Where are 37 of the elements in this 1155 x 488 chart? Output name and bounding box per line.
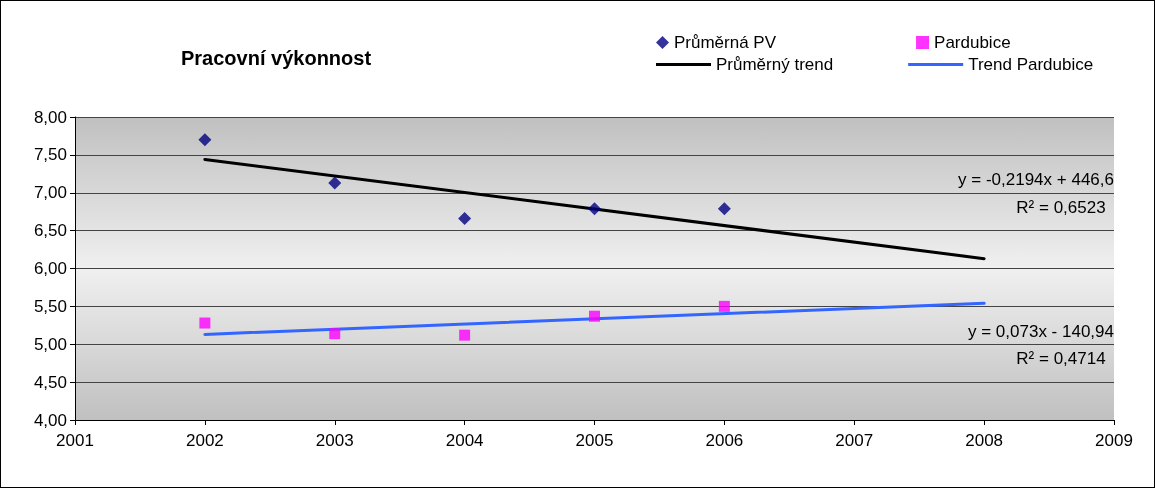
- annotation: R² = 0,4714: [1016, 349, 1106, 368]
- y-tick-label: 5,00: [33, 334, 67, 354]
- annotation: y = 0,073x - 140,94: [967, 322, 1114, 341]
- point: [329, 328, 341, 340]
- chart-title: Pracovní výkonnost: [181, 47, 372, 69]
- y-tick-label: 7,00: [33, 183, 67, 203]
- x-tick-label: 2001: [56, 431, 94, 450]
- point: [718, 300, 730, 312]
- point: [199, 317, 211, 329]
- x-tick-label: 2006: [705, 431, 744, 450]
- y-tick-label: 6,50: [33, 221, 67, 241]
- y-tick-label: 5,50: [33, 296, 67, 316]
- legend-label: Průměrný trend: [716, 55, 834, 74]
- legend-label: Trend Pardubice: [968, 55, 1094, 74]
- point: [198, 133, 212, 147]
- y-tick-label: 4,50: [33, 372, 67, 392]
- y-tick-label: 7,50: [33, 145, 67, 165]
- point: [458, 212, 472, 226]
- x-tick-label: 2003: [315, 431, 354, 450]
- point: [459, 329, 471, 341]
- point: [717, 202, 731, 216]
- x-tick-label: 2008: [965, 431, 1004, 450]
- y-tick-label: 8,00: [33, 107, 67, 127]
- x-tick-label: 2009: [1095, 431, 1133, 450]
- x-tick-label: 2004: [445, 431, 484, 450]
- y-tick-label: 4,00: [33, 410, 67, 430]
- y-tick-label: 6,00: [33, 259, 67, 278]
- point: [589, 310, 600, 322]
- x-tick-label: 2005: [575, 431, 614, 450]
- annotation: y = -0,2194x + 446,6: [958, 170, 1114, 189]
- point: [328, 176, 342, 190]
- x-tick-label: 2002: [185, 431, 224, 450]
- point: [588, 202, 601, 216]
- x-tick-label: 2007: [835, 431, 874, 450]
- legend-label: Průměrná PV: [674, 33, 777, 52]
- annotation: R² = 0,6523: [1016, 198, 1106, 217]
- legend-label: Pardubice: [934, 33, 1011, 52]
